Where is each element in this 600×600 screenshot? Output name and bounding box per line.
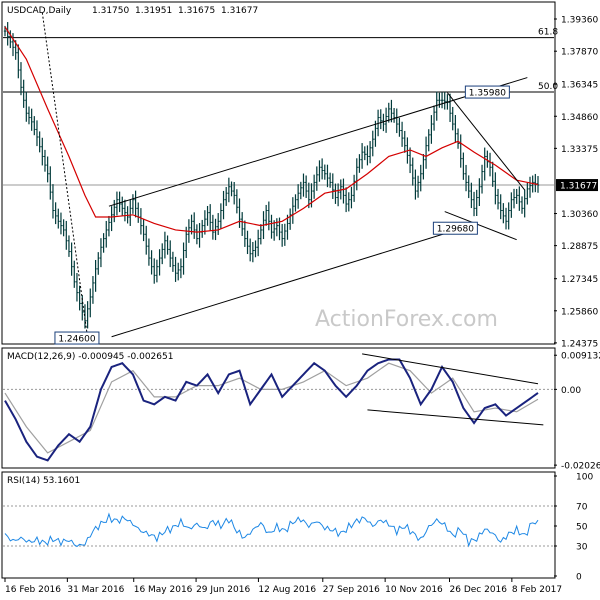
- price-tick-label: 1.30360: [561, 210, 598, 220]
- trendline-macd-upper: [362, 353, 539, 385]
- rsi-label: RSI(14) 53.1601: [7, 476, 80, 486]
- trendline-channel-lower: [111, 229, 459, 338]
- price-tick-label: 1.37870: [561, 48, 598, 58]
- price-label-text: 1.24600: [58, 335, 95, 345]
- price-label-box: [464, 85, 510, 99]
- fib-label-61-8: 61.8: [538, 28, 558, 38]
- x-tick-label: 26 Dec 2016: [450, 585, 508, 595]
- x-tick-label: 16 May 2016: [134, 585, 193, 595]
- price-panel-frame: [1, 1, 556, 345]
- fib-label-50-0: 50.0: [538, 82, 558, 92]
- current-price-badge: [556, 179, 598, 192]
- x-tick-label: 10 Nov 2016: [385, 585, 443, 595]
- price-tick-label: 1.39360: [561, 15, 598, 25]
- price-tick-label: 1.24375: [561, 339, 598, 349]
- price-label-text: 1.29680: [437, 225, 474, 235]
- price-label-text: 1.35980: [469, 89, 506, 99]
- price-tick-label: 1.27345: [561, 275, 598, 285]
- price-tick-label: 1.28875: [561, 242, 598, 252]
- macd-label: MACD(12,26,9) -0.000945 -0.002651: [7, 352, 173, 362]
- x-tick-label: 27 Sep 2016: [323, 585, 380, 595]
- macd-tick-label: -0.020269: [561, 462, 600, 472]
- moving-average-line: [4, 26, 539, 233]
- trendline-channel-upper: [108, 77, 528, 207]
- price-header-symbol: USDCAD,Daily: [7, 6, 72, 16]
- macd-line: [4, 358, 539, 462]
- watermark: ActionForex.com: [315, 307, 498, 332]
- rsi-tick-label: 0: [576, 573, 582, 583]
- price-header-close: 1.31677: [221, 6, 258, 16]
- price-tick-label: 1.34860: [561, 113, 598, 123]
- x-tick-label: 8 Feb 2017: [512, 585, 562, 595]
- current-price-label: 1.31677: [560, 182, 597, 192]
- x-tick-label: 31 Mar 2016: [67, 585, 124, 595]
- price-label-box: [54, 331, 100, 345]
- rsi-tick-label: 70: [576, 503, 588, 513]
- price-tick-label: 1.25860: [561, 307, 598, 317]
- price-label-box: [432, 221, 478, 235]
- trendline-dotted: [41, 12, 89, 338]
- trendline-falling-lower: [444, 211, 517, 241]
- macd-signal-line: [4, 362, 539, 454]
- trendline-falling-upper: [446, 92, 526, 191]
- price-tick-label: 1.33375: [561, 145, 598, 155]
- price-header-open: 1.31750: [92, 6, 129, 16]
- rsi-tick-label: 100: [576, 473, 593, 483]
- rsi-tick-label: 50: [576, 523, 588, 533]
- price-tick-label: 1.36345: [561, 81, 598, 91]
- x-tick-label: 16 Feb 2016: [5, 585, 61, 595]
- rsi-panel-frame: [1, 471, 556, 579]
- x-tick-label: 12 Aug 2016: [258, 585, 316, 595]
- price-header-high: 1.31951: [135, 6, 172, 16]
- macd-tick-label: 0.009132: [561, 352, 600, 362]
- macd-tick-label: 0.00: [561, 386, 581, 396]
- price-header-low: 1.31675: [178, 6, 215, 16]
- rsi-line: [4, 512, 539, 548]
- rsi-tick-label: 30: [576, 543, 588, 553]
- x-tick-label: 29 Jun 2016: [196, 585, 250, 595]
- trendline-macd-lower: [367, 409, 544, 426]
